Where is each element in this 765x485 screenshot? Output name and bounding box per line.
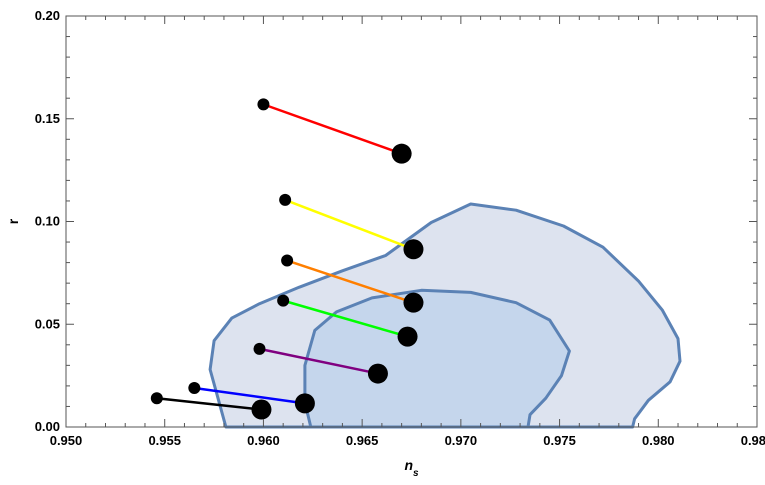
series-point-start — [281, 254, 294, 267]
series-point-start — [188, 381, 201, 394]
x-tick-label: 0.955 — [148, 433, 181, 448]
series-line — [263, 103, 403, 155]
x-axis-label-subscript: s — [413, 468, 419, 479]
series-point-end — [397, 326, 418, 347]
series-line — [259, 347, 379, 375]
series-line — [286, 259, 414, 304]
x-tick-label: 0.985 — [741, 433, 765, 448]
confidence-region-inner — [303, 288, 571, 429]
series-line — [284, 198, 414, 251]
series-point-end — [403, 292, 424, 313]
series-point-start — [277, 294, 290, 307]
series-2 — [279, 193, 424, 260]
data-series — [150, 98, 424, 420]
y-tick-label: 0.15 — [35, 111, 60, 126]
x-tick-label: 0.950 — [50, 433, 83, 448]
series-point-start — [150, 392, 163, 405]
y-tick-label: 0.05 — [35, 316, 60, 331]
axis-ticks: 0.950 0.955 0.960 0.965 0.970 0.975 0.980 0.985… — [35, 8, 765, 448]
series-point-end — [391, 143, 412, 164]
series-6 — [188, 381, 315, 414]
x-axis-label: ns — [404, 457, 419, 479]
series-line — [156, 396, 262, 411]
x-tick-label: 0.975 — [543, 433, 576, 448]
series-7 — [150, 392, 272, 420]
y-tick-label: 0.10 — [35, 214, 60, 229]
x-axis-label-main: n — [404, 457, 413, 473]
confidence-regions — [208, 202, 682, 429]
x-tick-label: 0.980 — [642, 433, 675, 448]
series-5 — [253, 342, 388, 384]
series-1 — [257, 98, 412, 164]
series-line — [282, 299, 408, 338]
series-point-end — [294, 393, 315, 414]
x-tick-label: 0.970 — [445, 433, 478, 448]
series-point-end — [403, 239, 424, 260]
series-line — [194, 386, 306, 405]
series-point-start — [253, 342, 266, 355]
series-point-end — [251, 399, 272, 420]
series-3 — [281, 254, 424, 313]
x-tick-label: 0.965 — [346, 433, 379, 448]
y-tick-label: 0.20 — [35, 8, 60, 23]
series-point-end — [367, 363, 388, 384]
y-tick-label: 0.00 — [35, 419, 60, 434]
series-point-start — [279, 193, 292, 206]
series-point-start — [257, 98, 270, 111]
x-tick-label: 0.960 — [247, 433, 280, 448]
series-4 — [277, 294, 418, 347]
y-axis-label: r — [5, 218, 21, 224]
